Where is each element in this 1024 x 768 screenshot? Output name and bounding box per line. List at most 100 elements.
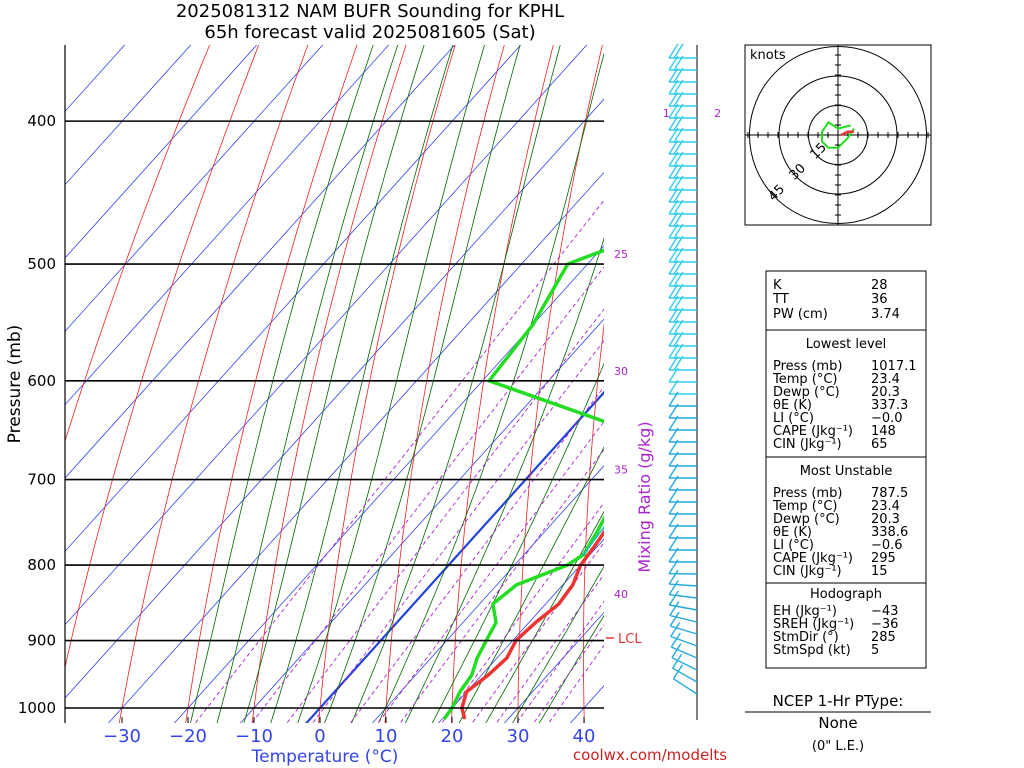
temperature-point bbox=[558, 603, 560, 605]
wind-barb-flag bbox=[670, 632, 681, 648]
wind-barb-flag bbox=[673, 55, 684, 71]
wind-barb-flag bbox=[668, 379, 679, 395]
dewpoint-point bbox=[443, 718, 445, 720]
lowest-level-value: 148 bbox=[871, 424, 896, 439]
most-unstable-label: Press (mb) bbox=[773, 486, 842, 501]
mixing-ratio-line bbox=[533, 624, 604, 723]
wind-barb-flag bbox=[671, 643, 682, 658]
parameter-panel: K 28 TT 36 PW (cm) 3.74 Lowest level Pre… bbox=[765, 270, 927, 669]
wind-barb-flag bbox=[673, 247, 684, 263]
mixing-ratio-line bbox=[471, 541, 604, 723]
most-unstable-label: Temp (°C) bbox=[772, 499, 838, 514]
most-unstable-label: θE (K) bbox=[773, 525, 812, 540]
dewpoint-point bbox=[495, 621, 497, 624]
lowest-level-label: θE (K) bbox=[773, 398, 812, 413]
wind-barb-flag bbox=[673, 79, 684, 95]
isotherm-line bbox=[239, 318, 604, 723]
wind-barb-flag bbox=[673, 319, 684, 335]
parcel-point bbox=[667, 432, 668, 433]
parcel-point bbox=[832, 35, 833, 36]
temperature-point bbox=[535, 621, 537, 624]
hodograph-param-value: 285 bbox=[871, 630, 896, 645]
wind-barb-staff bbox=[669, 625, 698, 635]
chart-subtitle: 65h forecast valid 2025081605 (Sat) bbox=[204, 22, 535, 43]
wind-barb-flag bbox=[672, 664, 684, 680]
dry-adiabat bbox=[451, 45, 554, 723]
most-unstable-label: LI (°C) bbox=[773, 538, 814, 553]
isotherm-line bbox=[65, 98, 604, 699]
wind-barb-staff bbox=[669, 583, 698, 587]
wind-barb-flag bbox=[668, 199, 679, 215]
dewpoint-point bbox=[516, 584, 518, 586]
mixing-ratio-line bbox=[377, 420, 604, 723]
pressure-tick-label: 500 bbox=[27, 255, 56, 273]
wind-barb-flag bbox=[672, 653, 683, 669]
wind-barb-flag bbox=[673, 223, 684, 239]
wind-barb-flag bbox=[668, 391, 679, 407]
moist-adiabat bbox=[297, 45, 485, 723]
k-index-value: 28 bbox=[871, 278, 888, 293]
tt-index-label: TT bbox=[772, 292, 789, 307]
temperature-tick-label: 40 bbox=[573, 726, 596, 747]
x-axis-title: Temperature (°C) bbox=[251, 747, 399, 767]
temperature-profile bbox=[460, 529, 604, 720]
pressure-tick-label: 700 bbox=[27, 471, 56, 489]
wind-barb-flag bbox=[673, 151, 684, 167]
mixing-ratio-line bbox=[399, 448, 604, 723]
mixing-ratio-label: 25 bbox=[614, 248, 628, 261]
wind-barb-flag bbox=[668, 511, 679, 527]
mixing-ratio-line bbox=[495, 573, 604, 723]
wind-barb-flag bbox=[668, 115, 679, 131]
mixing-ratio-label: 30 bbox=[614, 365, 628, 378]
wind-barb-flag bbox=[668, 475, 679, 491]
temperature-tick-label: 30 bbox=[507, 726, 530, 747]
temperature-point bbox=[693, 380, 694, 381]
dewpoint-point bbox=[471, 674, 473, 676]
hodograph-param-label: StmSpd (kt) bbox=[773, 643, 851, 658]
moist-adiabat bbox=[485, 510, 604, 723]
wind-barb-staff bbox=[673, 678, 698, 695]
temperature-tick-label: −20 bbox=[169, 726, 207, 747]
moist-adiabat bbox=[458, 446, 604, 723]
wind-barb-flag bbox=[668, 463, 679, 479]
dewpoint-point bbox=[459, 691, 461, 693]
isotherm-line bbox=[65, 45, 522, 552]
skewt-plot-area bbox=[65, 35, 833, 723]
moist-adiabat bbox=[431, 362, 604, 723]
lowest-level-value: 65 bbox=[871, 437, 888, 452]
wind-barb-flag bbox=[673, 139, 684, 155]
wind-barb-flag bbox=[673, 331, 684, 347]
parameter-frame bbox=[765, 270, 927, 669]
pressure-tick-label: 400 bbox=[27, 112, 56, 130]
temperature-point bbox=[506, 657, 508, 659]
wind-barb-flag bbox=[668, 151, 679, 167]
most-unstable-value: −0.6 bbox=[871, 538, 903, 553]
wind-barb-flag bbox=[669, 611, 680, 627]
temperature-tick-label: −30 bbox=[103, 726, 141, 747]
lowest-level-label: CAPE (Jkg⁻¹) bbox=[773, 424, 853, 439]
wind-barb-flag bbox=[668, 307, 679, 323]
wind-barb-flag bbox=[673, 43, 684, 59]
wind-barb-flag bbox=[673, 211, 684, 227]
wind-barb-flag bbox=[668, 127, 679, 143]
y-axis-title: Pressure (mb) bbox=[5, 325, 25, 444]
wind-barb-flag bbox=[668, 163, 679, 179]
wind-barb-flag bbox=[668, 355, 679, 371]
wind-barb-flag bbox=[673, 343, 684, 359]
mixing-ratio-line bbox=[194, 199, 604, 723]
mixing-ratio-line bbox=[286, 308, 604, 723]
hodograph-trace bbox=[821, 121, 855, 149]
wind-barb-staff bbox=[672, 667, 698, 683]
temperature-tick-label: 10 bbox=[375, 726, 398, 747]
wind-barb-flag bbox=[673, 175, 684, 191]
wind-barb-flag bbox=[668, 175, 679, 191]
wind-barb-flag bbox=[668, 235, 679, 251]
temperature-point bbox=[665, 432, 666, 433]
wind-barb-flag bbox=[673, 163, 684, 179]
wind-barb-flag bbox=[668, 499, 679, 515]
dry-adiabat bbox=[65, 45, 260, 669]
wind-barb-flag bbox=[669, 601, 680, 616]
mixing-ratio-label: 40 bbox=[614, 588, 628, 601]
wind-barb-flag bbox=[668, 367, 679, 383]
